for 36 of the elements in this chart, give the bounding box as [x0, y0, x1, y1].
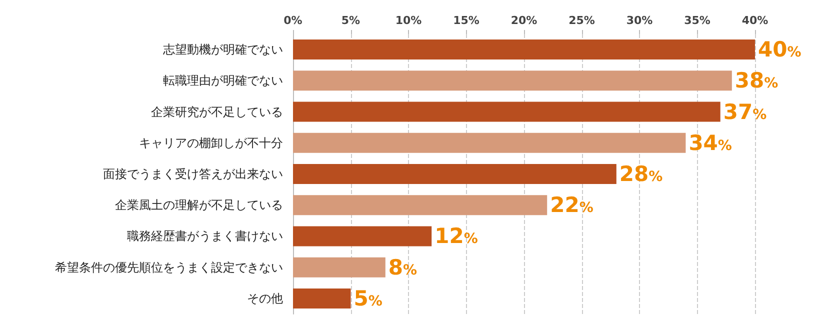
y-tick-label: その他 [247, 291, 283, 306]
data-label: 8% [388, 255, 418, 280]
x-tick-label: 30% [626, 14, 653, 27]
x-tick-label: 25% [568, 14, 595, 27]
x-tick-label: 40% [742, 14, 768, 27]
bar [293, 226, 432, 246]
x-tick-label: 0% [284, 14, 302, 27]
bar [293, 102, 720, 122]
bar [293, 132, 686, 153]
bar [293, 164, 616, 184]
data-label: 28% [619, 162, 663, 186]
y-tick-label: 企業研究が不足している [151, 104, 283, 119]
bar [293, 40, 755, 60]
data-label: 38% [734, 68, 778, 93]
bar [293, 288, 351, 308]
x-tick-label: 15% [453, 14, 480, 27]
data-label: 34% [688, 130, 732, 155]
bar [293, 257, 386, 278]
data-label: 5% [354, 286, 382, 310]
x-tick-label: 10% [395, 14, 422, 27]
y-tick-label: 面接でうまく受け答えが出来ない [103, 167, 283, 181]
bar [293, 70, 732, 91]
data-label: 37% [723, 100, 767, 124]
y-tick-label: 企業風土の理解が不足している [115, 198, 283, 212]
data-label: 40% [758, 38, 802, 62]
y-tick-label: 希望条件の優先順位をうまく設定できない [55, 260, 283, 274]
bar [293, 195, 548, 216]
y-tick-label: 転職理由が明確でない [163, 74, 283, 88]
y-tick-label: 志望動機が明確でない [163, 42, 283, 57]
x-tick-label: 35% [684, 14, 710, 27]
x-tick-label: 20% [510, 14, 538, 27]
data-label: 12% [434, 224, 478, 248]
data-label: 22% [550, 193, 594, 218]
y-tick-label: キャリアの棚卸しが不十分 [139, 136, 283, 150]
x-tick-label: 5% [341, 14, 360, 27]
y-tick-label: 職務経歴書がうまく書けない [127, 229, 283, 244]
